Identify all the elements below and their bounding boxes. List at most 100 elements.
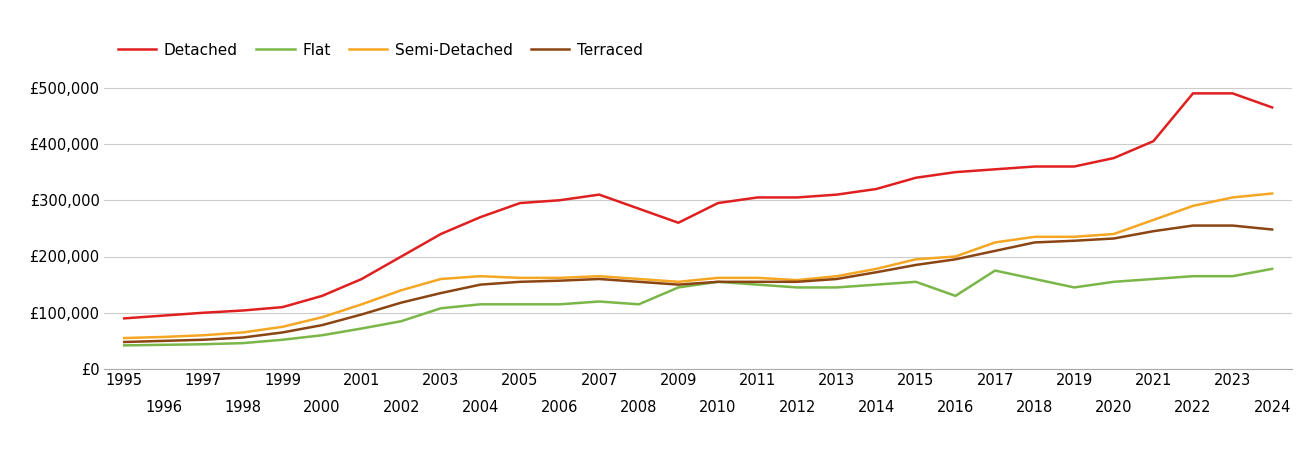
Semi-Detached: [591, 274, 607, 279]
Terraced: [908, 262, 924, 268]
Flat: [908, 279, 924, 284]
Detached: [1146, 139, 1161, 144]
Terraced: [1066, 238, 1082, 243]
Detached: [196, 310, 211, 315]
Text: 2024: 2024: [1254, 400, 1291, 414]
Detached: [1105, 155, 1121, 161]
Text: 2002: 2002: [382, 400, 420, 414]
Terraced: [235, 335, 251, 340]
Semi-Detached: [1105, 231, 1121, 237]
Terraced: [1224, 223, 1240, 228]
Text: 2020: 2020: [1095, 400, 1133, 414]
Text: 2006: 2006: [542, 400, 578, 414]
Detached: [790, 195, 805, 200]
Flat: [512, 302, 527, 307]
Flat: [354, 326, 369, 331]
Semi-Detached: [632, 276, 647, 282]
Text: 2012: 2012: [779, 400, 816, 414]
Semi-Detached: [315, 315, 330, 320]
Flat: [1185, 274, 1201, 279]
Semi-Detached: [1066, 234, 1082, 239]
Flat: [155, 342, 171, 347]
Semi-Detached: [1224, 195, 1240, 200]
Detached: [393, 254, 408, 259]
Flat: [749, 282, 765, 287]
Text: 2016: 2016: [937, 400, 974, 414]
Detached: [512, 200, 527, 206]
Detached: [908, 175, 924, 180]
Flat: [393, 319, 408, 324]
Legend: Detached, Flat, Semi-Detached, Terraced: Detached, Flat, Semi-Detached, Terraced: [112, 36, 649, 63]
Flat: [315, 333, 330, 338]
Flat: [235, 340, 251, 346]
Flat: [868, 282, 883, 287]
Detached: [315, 293, 330, 299]
Line: Detached: Detached: [124, 94, 1272, 319]
Detached: [155, 313, 171, 318]
Detached: [868, 186, 883, 192]
Semi-Detached: [433, 276, 449, 282]
Flat: [433, 306, 449, 311]
Flat: [1066, 285, 1082, 290]
Detached: [472, 214, 488, 220]
Semi-Detached: [1185, 203, 1201, 208]
Flat: [552, 302, 568, 307]
Text: 1998: 1998: [224, 400, 261, 414]
Semi-Detached: [749, 275, 765, 281]
Detached: [671, 220, 686, 225]
Line: Terraced: Terraced: [124, 225, 1272, 342]
Terraced: [472, 282, 488, 287]
Terraced: [315, 322, 330, 328]
Detached: [1265, 105, 1280, 110]
Terraced: [868, 270, 883, 275]
Flat: [1105, 279, 1121, 284]
Flat: [1224, 274, 1240, 279]
Semi-Detached: [988, 240, 1004, 245]
Detached: [591, 192, 607, 197]
Flat: [829, 285, 844, 290]
Detached: [552, 198, 568, 203]
Terraced: [1185, 223, 1201, 228]
Flat: [988, 268, 1004, 273]
Terraced: [632, 279, 647, 284]
Terraced: [1027, 240, 1043, 245]
Terraced: [354, 312, 369, 317]
Semi-Detached: [1265, 191, 1280, 196]
Terraced: [196, 337, 211, 342]
Text: 2018: 2018: [1017, 400, 1053, 414]
Detached: [988, 166, 1004, 172]
Flat: [671, 285, 686, 290]
Text: 1996: 1996: [145, 400, 183, 414]
Terraced: [671, 282, 686, 287]
Text: 2022: 2022: [1174, 400, 1212, 414]
Detached: [1224, 91, 1240, 96]
Detached: [829, 192, 844, 197]
Flat: [116, 343, 132, 348]
Text: 2000: 2000: [303, 400, 341, 414]
Detached: [632, 206, 647, 211]
Flat: [196, 342, 211, 347]
Semi-Detached: [196, 333, 211, 338]
Semi-Detached: [671, 279, 686, 284]
Semi-Detached: [512, 275, 527, 281]
Terraced: [393, 300, 408, 305]
Terraced: [433, 290, 449, 296]
Flat: [591, 299, 607, 304]
Semi-Detached: [354, 302, 369, 307]
Detached: [749, 195, 765, 200]
Semi-Detached: [472, 274, 488, 279]
Semi-Detached: [868, 266, 883, 271]
Detached: [1027, 164, 1043, 169]
Detached: [710, 200, 726, 206]
Semi-Detached: [235, 330, 251, 335]
Terraced: [275, 330, 291, 335]
Terraced: [947, 256, 963, 262]
Detached: [235, 308, 251, 313]
Detached: [275, 304, 291, 310]
Semi-Detached: [947, 254, 963, 259]
Terraced: [155, 338, 171, 344]
Terraced: [710, 279, 726, 284]
Semi-Detached: [908, 256, 924, 262]
Text: 2014: 2014: [857, 400, 895, 414]
Flat: [1265, 266, 1280, 271]
